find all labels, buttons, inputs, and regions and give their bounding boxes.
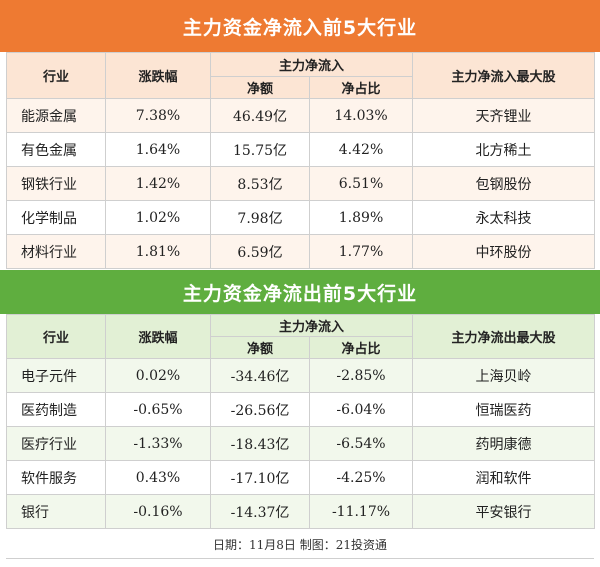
table-row: 软件服务 0.43% -17.10亿 -4.25% 润和软件 (6, 460, 596, 495)
industry-cell: 电子元件 (6, 358, 106, 393)
outflow-header-industry: 行业 (6, 314, 106, 359)
ratio-cell: 14.03% (308, 98, 414, 133)
change-cell: 1.42% (105, 166, 211, 201)
inflow-subheader-row: 净额 净占比 (7, 76, 595, 99)
outflow-table: 行业 涨跌幅 主力净流入 主力净流出最大股 净额 净占比 电子元件 0.02% … (6, 314, 596, 529)
ratio-cell: -11.17% (308, 494, 414, 529)
net-cell: -18.43亿 (210, 426, 310, 461)
outflow-header-net: 净额 (210, 336, 310, 359)
table-row: 钢铁行业 1.42% 8.53亿 6.51% 包钢股份 (6, 166, 596, 201)
industry-cell: 软件服务 (6, 460, 106, 495)
net-cell: 7.98亿 (210, 200, 310, 235)
top-stock-cell: 包钢股份 (412, 166, 596, 201)
top-stock-cell: 天齐锂业 (412, 98, 596, 133)
table-row: 能源金属 7.38% 46.49亿 14.03% 天齐锂业 (6, 98, 596, 133)
inflow-header-group: 主力净流入 (209, 52, 414, 77)
ratio-cell: 1.77% (308, 234, 414, 269)
inflow-header-net: 净额 (210, 76, 310, 99)
outflow-header-group: 主力净流入 (209, 314, 414, 337)
ratio-cell: 6.51% (308, 166, 414, 201)
inflow-header-row: 行业 涨跌幅 主力净流入 主力净流入最大股 (6, 52, 596, 99)
top-stock-cell: 上海贝岭 (412, 358, 596, 393)
net-cell: 8.53亿 (210, 166, 310, 201)
industry-cell: 能源金属 (6, 98, 106, 133)
change-cell: -1.33% (105, 426, 211, 461)
inflow-header-industry: 行业 (6, 52, 106, 99)
top-stock-cell: 恒瑞医药 (412, 392, 596, 427)
outflow-header-ratio: 净占比 (308, 336, 414, 359)
table-row: 医疗行业 -1.33% -18.43亿 -6.54% 药明康德 (6, 426, 596, 461)
inflow-title: 主力资金净流入前5大行业 (0, 0, 600, 52)
change-cell: 1.81% (105, 234, 211, 269)
table-row: 电子元件 0.02% -34.46亿 -2.85% 上海贝岭 (6, 358, 596, 393)
change-cell: 1.02% (105, 200, 211, 235)
ratio-cell: 1.89% (308, 200, 414, 235)
net-cell: 6.59亿 (210, 234, 310, 269)
change-cell: 0.02% (105, 358, 211, 393)
ratio-cell: -6.04% (308, 392, 414, 427)
net-cell: 15.75亿 (210, 132, 310, 167)
net-cell: -26.56亿 (210, 392, 310, 427)
industry-cell: 医疗行业 (6, 426, 106, 461)
inflow-table: 行业 涨跌幅 主力净流入 主力净流入最大股 净额 净占比 能源金属 7.38% … (6, 52, 596, 269)
table-row: 材料行业 1.81% 6.59亿 1.77% 中环股份 (6, 234, 596, 269)
ratio-cell: -6.54% (308, 426, 414, 461)
outflow-subheader-row: 净额 净占比 (7, 336, 595, 359)
change-cell: 7.38% (105, 98, 211, 133)
change-cell: -0.16% (105, 494, 211, 529)
ratio-cell: 4.42% (308, 132, 414, 167)
inflow-header-ratio: 净占比 (308, 76, 414, 99)
top-stock-cell: 中环股份 (412, 234, 596, 269)
industry-cell: 医药制造 (6, 392, 106, 427)
industry-cell: 钢铁行业 (6, 166, 106, 201)
industry-cell: 银行 (6, 494, 106, 529)
table-row: 有色金属 1.64% 15.75亿 4.42% 北方稀土 (6, 132, 596, 167)
change-cell: 0.43% (105, 460, 211, 495)
change-cell: 1.64% (105, 132, 211, 167)
industry-cell: 化学制品 (6, 200, 106, 235)
top-stock-cell: 永太科技 (412, 200, 596, 235)
top-stock-cell: 平安银行 (412, 494, 596, 529)
ratio-cell: -4.25% (308, 460, 414, 495)
outflow-header-top: 主力净流出最大股 (412, 314, 596, 359)
top-stock-cell: 药明康德 (412, 426, 596, 461)
footer-note: 日期：11月8日 制图：21投资通 (6, 530, 594, 559)
change-cell: -0.65% (105, 392, 211, 427)
top-stock-cell: 润和软件 (412, 460, 596, 495)
net-cell: -14.37亿 (210, 494, 310, 529)
inflow-header-change: 涨跌幅 (105, 52, 211, 99)
outflow-header-change: 涨跌幅 (105, 314, 211, 359)
outflow-title: 主力资金净流出前5大行业 (0, 270, 600, 314)
table-row: 化学制品 1.02% 7.98亿 1.89% 永太科技 (6, 200, 596, 235)
net-cell: -17.10亿 (210, 460, 310, 495)
industry-cell: 有色金属 (6, 132, 106, 167)
table-row: 银行 -0.16% -14.37亿 -11.17% 平安银行 (6, 494, 596, 529)
top-stock-cell: 北方稀土 (412, 132, 596, 167)
net-cell: 46.49亿 (210, 98, 310, 133)
ratio-cell: -2.85% (308, 358, 414, 393)
table-row: 医药制造 -0.65% -26.56亿 -6.04% 恒瑞医药 (6, 392, 596, 427)
inflow-header-top: 主力净流入最大股 (412, 52, 596, 99)
outflow-header-row: 行业 涨跌幅 主力净流入 主力净流出最大股 (6, 314, 596, 359)
net-cell: -34.46亿 (210, 358, 310, 393)
industry-cell: 材料行业 (6, 234, 106, 269)
